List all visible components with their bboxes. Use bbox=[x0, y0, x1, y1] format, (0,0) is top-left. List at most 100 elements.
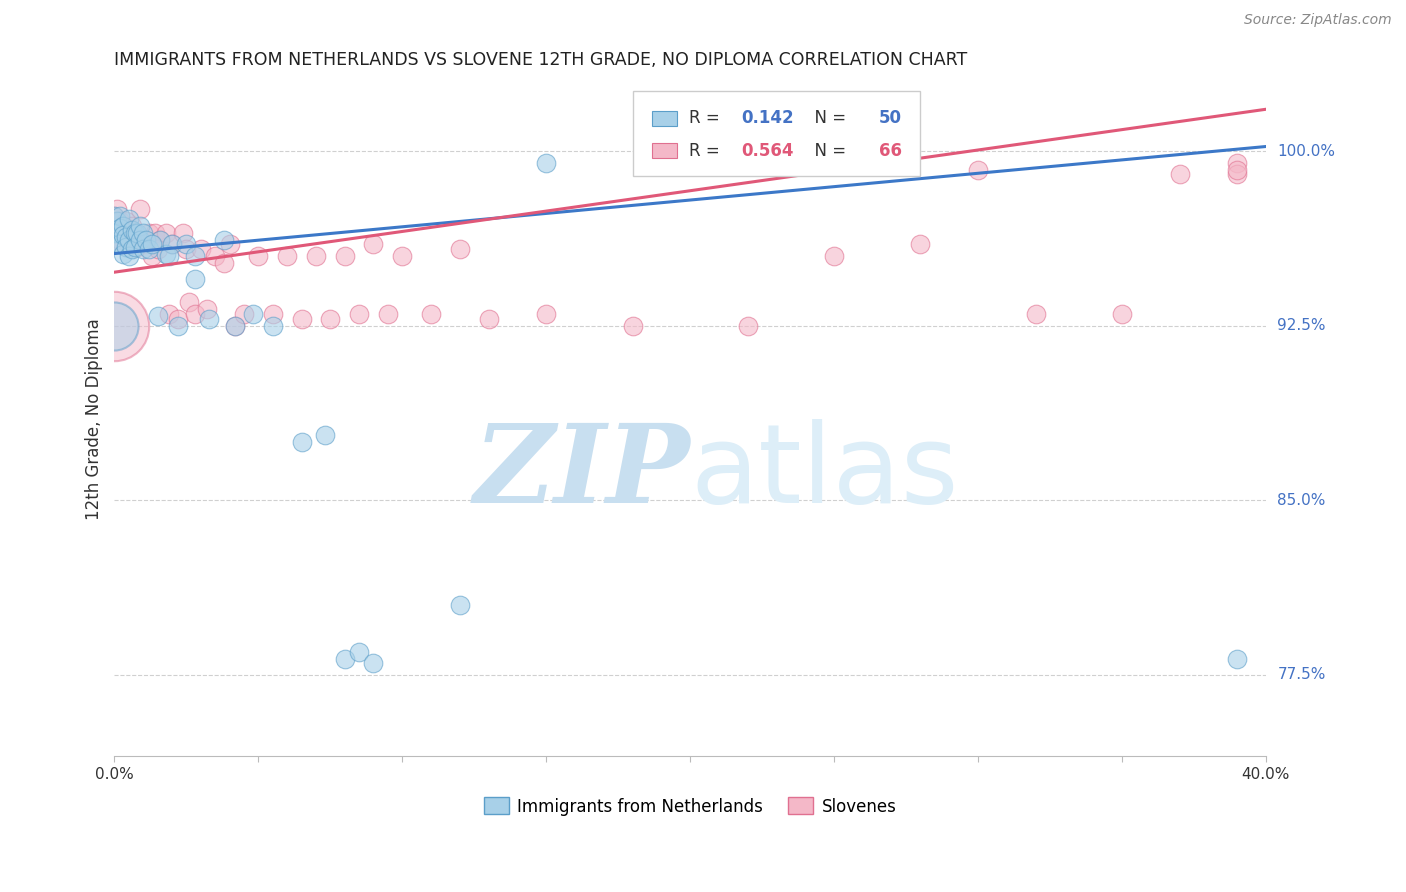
Point bbox=[1111, 307, 1133, 321]
Text: 100.0%: 100.0% bbox=[1278, 144, 1336, 159]
FancyBboxPatch shape bbox=[652, 144, 678, 158]
FancyBboxPatch shape bbox=[652, 111, 678, 126]
Point bbox=[112, 219, 135, 233]
Point bbox=[420, 307, 443, 321]
Point bbox=[449, 242, 471, 256]
Text: 50: 50 bbox=[879, 109, 903, 128]
Point bbox=[212, 256, 235, 270]
Y-axis label: 12th Grade, No Diploma: 12th Grade, No Diploma bbox=[86, 318, 103, 520]
Point bbox=[149, 233, 172, 247]
Point bbox=[333, 651, 356, 665]
Point bbox=[195, 302, 218, 317]
Text: ZIP: ZIP bbox=[474, 419, 690, 526]
Point bbox=[276, 249, 298, 263]
Point bbox=[363, 656, 385, 670]
Point bbox=[314, 428, 336, 442]
Point bbox=[184, 307, 207, 321]
Point bbox=[118, 233, 141, 247]
Point bbox=[910, 237, 932, 252]
Point bbox=[105, 237, 128, 252]
Point bbox=[141, 237, 163, 252]
Text: 66: 66 bbox=[879, 142, 903, 160]
Point bbox=[247, 249, 270, 263]
Text: Source: ZipAtlas.com: Source: ZipAtlas.com bbox=[1244, 13, 1392, 28]
Point bbox=[103, 210, 125, 224]
Point bbox=[118, 211, 141, 226]
Point bbox=[108, 210, 131, 224]
Point bbox=[1025, 307, 1047, 321]
Point bbox=[155, 226, 177, 240]
Point bbox=[224, 318, 246, 333]
Point bbox=[121, 237, 143, 252]
Point bbox=[132, 226, 155, 240]
Point bbox=[105, 202, 128, 217]
Text: R =: R = bbox=[689, 109, 725, 128]
Point bbox=[118, 226, 141, 240]
Point bbox=[478, 311, 501, 326]
Point bbox=[823, 249, 845, 263]
Text: 0.142: 0.142 bbox=[741, 109, 793, 128]
Point bbox=[121, 242, 143, 256]
Point bbox=[224, 318, 246, 333]
Point bbox=[347, 307, 370, 321]
Point bbox=[1226, 168, 1249, 182]
Point bbox=[176, 242, 198, 256]
Point bbox=[347, 644, 370, 658]
Text: 77.5%: 77.5% bbox=[1278, 667, 1326, 682]
Point bbox=[103, 219, 125, 233]
Point bbox=[190, 242, 212, 256]
Text: atlas: atlas bbox=[690, 419, 959, 526]
Point bbox=[333, 249, 356, 263]
Point bbox=[105, 226, 128, 240]
Point bbox=[363, 237, 385, 252]
Point bbox=[127, 226, 149, 240]
Point bbox=[233, 307, 256, 321]
Text: 0.0%: 0.0% bbox=[96, 767, 134, 782]
Point bbox=[105, 226, 128, 240]
Point bbox=[124, 239, 146, 253]
Point bbox=[115, 230, 138, 244]
Point bbox=[534, 156, 557, 170]
Point bbox=[124, 233, 146, 247]
Point bbox=[118, 249, 141, 263]
Point bbox=[290, 311, 312, 326]
Point bbox=[112, 226, 135, 240]
Point bbox=[108, 233, 131, 247]
Point bbox=[112, 246, 135, 260]
Point bbox=[534, 307, 557, 321]
Point bbox=[377, 307, 399, 321]
Point bbox=[138, 226, 160, 240]
Point bbox=[129, 219, 152, 233]
Point bbox=[204, 249, 226, 263]
Point bbox=[138, 242, 160, 256]
Point bbox=[103, 226, 125, 240]
Point bbox=[621, 318, 644, 333]
Text: IMMIGRANTS FROM NETHERLANDS VS SLOVENE 12TH GRADE, NO DIPLOMA CORRELATION CHART: IMMIGRANTS FROM NETHERLANDS VS SLOVENE 1… bbox=[114, 51, 967, 69]
Point bbox=[184, 272, 207, 286]
Text: 85.0%: 85.0% bbox=[1278, 492, 1326, 508]
Point bbox=[737, 318, 759, 333]
Legend: Immigrants from Netherlands, Slovenes: Immigrants from Netherlands, Slovenes bbox=[477, 790, 903, 822]
Text: 0.564: 0.564 bbox=[741, 142, 793, 160]
Point bbox=[103, 318, 125, 333]
FancyBboxPatch shape bbox=[633, 92, 921, 176]
Text: N =: N = bbox=[804, 109, 852, 128]
Point bbox=[157, 249, 180, 263]
Point bbox=[127, 239, 149, 253]
Point bbox=[108, 221, 131, 235]
Point bbox=[108, 214, 131, 228]
Point bbox=[1226, 162, 1249, 177]
Point bbox=[135, 237, 157, 252]
Point bbox=[129, 202, 152, 217]
Point bbox=[176, 237, 198, 252]
Point bbox=[1226, 651, 1249, 665]
Point bbox=[218, 237, 240, 252]
Point bbox=[1168, 168, 1191, 182]
Point bbox=[319, 311, 342, 326]
Point bbox=[115, 226, 138, 240]
Point bbox=[132, 242, 155, 256]
Point bbox=[160, 237, 183, 252]
Point bbox=[449, 598, 471, 612]
Point bbox=[212, 233, 235, 247]
Point bbox=[391, 249, 413, 263]
